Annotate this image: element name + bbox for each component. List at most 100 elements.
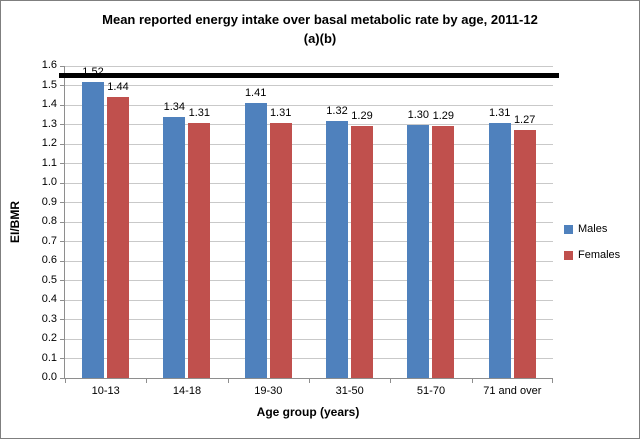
y-axis-tick-label: 0.4 bbox=[41, 293, 57, 305]
y-axis-tick-label: 0.3 bbox=[41, 312, 57, 325]
legend-swatch-females bbox=[564, 251, 573, 260]
y-axis-tick bbox=[60, 338, 65, 340]
bar-females-14-18 bbox=[188, 122, 211, 378]
x-axis-category-label: 51-70 bbox=[416, 385, 446, 397]
gridline bbox=[65, 319, 553, 320]
legend-label-males: Males bbox=[578, 223, 608, 235]
y-axis-tick bbox=[60, 202, 65, 203]
gridline bbox=[65, 143, 553, 145]
x-axis-tick bbox=[227, 378, 229, 383]
x-axis-tick bbox=[471, 378, 473, 383]
y-axis-tick-label: 1.3 bbox=[41, 117, 57, 130]
gridline bbox=[65, 299, 553, 301]
bar-females-10-13 bbox=[107, 97, 129, 378]
y-axis-tick bbox=[60, 377, 65, 379]
bar-value-label: 1.44 bbox=[107, 81, 129, 94]
bar-value-label: 1.31 bbox=[269, 106, 292, 119]
x-axis-title: Age group (years) bbox=[256, 405, 360, 419]
y-axis-tick bbox=[60, 221, 65, 223]
chart-title-line-2: (a)(b) bbox=[303, 31, 337, 46]
y-axis-tick-label: 0.6 bbox=[41, 254, 57, 266]
bar-value-label: 1.29 bbox=[432, 110, 455, 123]
y-axis-tick-label: 1.5 bbox=[41, 78, 57, 91]
legend-label-females: Females bbox=[578, 249, 621, 261]
gridline bbox=[65, 280, 553, 281]
bar-females-71-and-over bbox=[513, 130, 536, 378]
y-axis-tick bbox=[60, 143, 65, 145]
gridline bbox=[65, 104, 553, 106]
gridline bbox=[65, 182, 553, 184]
chart-title: Mean reported energy intake over basal m… bbox=[1, 10, 639, 48]
gridline bbox=[65, 85, 553, 86]
legend-swatch-males bbox=[564, 225, 573, 234]
y-axis-tick bbox=[60, 104, 65, 106]
y-axis-tick bbox=[60, 299, 65, 301]
bar-value-label: 1.52 bbox=[82, 65, 104, 78]
x-axis-category-label: 19-30 bbox=[254, 385, 283, 397]
bar-males-51-70 bbox=[407, 124, 430, 378]
bar-females-19-30 bbox=[269, 122, 292, 378]
y-axis-tick-label: 0.7 bbox=[41, 234, 57, 247]
x-axis-tick bbox=[390, 378, 392, 383]
bar-value-label: 1.32 bbox=[326, 104, 348, 117]
x-axis-tick bbox=[552, 378, 553, 383]
y-axis-tick-label: 1.6 bbox=[41, 59, 57, 71]
y-axis-tick-label: 0.8 bbox=[41, 215, 57, 227]
reference-line bbox=[59, 73, 559, 79]
bar-males-10-13 bbox=[82, 81, 104, 378]
y-axis-tick bbox=[60, 182, 65, 184]
bar-females-51-70 bbox=[432, 126, 455, 378]
y-axis-tick-label: 0.9 bbox=[41, 195, 57, 208]
gridline bbox=[65, 163, 553, 164]
y-axis-tick bbox=[60, 65, 65, 67]
bar-females-31-50 bbox=[351, 126, 373, 378]
y-axis-tick-label: 1.0 bbox=[41, 176, 57, 188]
y-axis-tick-label: 0.1 bbox=[41, 351, 57, 364]
y-axis-tick-label: 1.4 bbox=[41, 98, 57, 110]
y-axis-tick-label: 1.2 bbox=[41, 137, 57, 149]
bar-value-label: 1.27 bbox=[513, 114, 536, 127]
x-axis-category-label: 14-18 bbox=[172, 385, 202, 397]
y-axis-tick bbox=[60, 163, 65, 164]
y-axis-tick bbox=[60, 85, 65, 86]
y-axis-tick-label: 0.2 bbox=[41, 332, 57, 344]
x-axis-category-label: 71 and over bbox=[483, 385, 542, 397]
x-axis-tick bbox=[65, 378, 66, 383]
bar-value-label: 1.41 bbox=[244, 87, 267, 100]
legend-item-females: Females bbox=[564, 249, 620, 262]
gridline bbox=[65, 358, 553, 359]
gridline bbox=[65, 221, 553, 223]
bar-males-31-50 bbox=[326, 120, 348, 378]
chart-title-line-1: Mean reported energy intake over basal m… bbox=[102, 12, 538, 27]
y-axis-tick-label: 0.5 bbox=[41, 273, 57, 286]
legend: Males Females bbox=[564, 223, 620, 275]
legend-item-males: Males bbox=[564, 223, 620, 236]
gridline bbox=[65, 338, 553, 340]
gridline bbox=[65, 260, 553, 262]
bar-value-label: 1.34 bbox=[163, 100, 186, 113]
x-axis-category-label: 31-50 bbox=[335, 385, 364, 397]
plot-area: 0.0 0.1 0.2 0.3 0.4 0.5 0.6 0.7 0.8 0.9 1.0 1.1 1.2 1… bbox=[42, 59, 559, 397]
y-axis-tick bbox=[60, 358, 65, 359]
bar-males-19-30 bbox=[244, 103, 267, 378]
gridline bbox=[65, 202, 553, 203]
x-axis-category-label: 10-13 bbox=[91, 385, 120, 397]
bar-value-label: 1.31 bbox=[488, 106, 511, 119]
gridline bbox=[65, 124, 553, 125]
gridline bbox=[65, 241, 553, 242]
x-axis-tick bbox=[146, 378, 148, 383]
bar-value-label: 1.29 bbox=[351, 110, 373, 123]
x-axis-tick bbox=[309, 378, 310, 383]
y-axis-tick bbox=[60, 319, 65, 320]
y-axis-tick bbox=[60, 280, 65, 281]
bar-males-71-and-over bbox=[488, 122, 511, 378]
bar-value-label: 1.31 bbox=[188, 106, 211, 119]
y-axis-tick bbox=[60, 260, 65, 262]
y-axis-tick-label: 0.0 bbox=[41, 371, 57, 383]
y-axis-tick bbox=[60, 241, 65, 242]
y-axis-tick-label: 1.1 bbox=[41, 156, 57, 169]
y-axis-tick bbox=[60, 124, 65, 125]
bar-males-14-18 bbox=[163, 116, 186, 378]
gridline bbox=[65, 65, 553, 67]
